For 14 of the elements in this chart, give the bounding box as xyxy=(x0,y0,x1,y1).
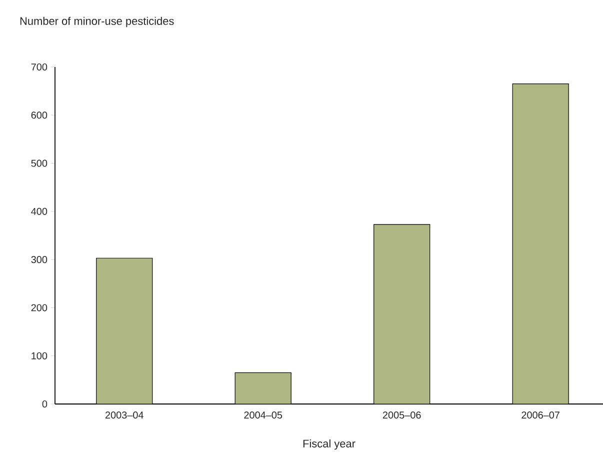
y-axis-title: Number of minor-use pesticides xyxy=(20,16,174,28)
x-tick-label: 2003–04 xyxy=(105,412,144,419)
y-tick-label: 500 xyxy=(31,160,48,167)
y-tick-label: 400 xyxy=(31,208,48,215)
x-tick-label: 2004–05 xyxy=(244,412,282,419)
y-tick-label: 300 xyxy=(31,256,48,264)
x-tick-label: 2006–07 xyxy=(522,412,560,419)
x-tick-label: 2005–06 xyxy=(382,412,421,419)
y-tick-label: 0 xyxy=(42,400,48,408)
y-tick-label: 700 xyxy=(31,63,48,71)
x-axis-title: Fiscal year xyxy=(303,439,356,450)
y-tick-label: 600 xyxy=(31,112,48,119)
y-tick-label: 200 xyxy=(31,304,48,312)
y-tick-label: 100 xyxy=(32,352,48,360)
